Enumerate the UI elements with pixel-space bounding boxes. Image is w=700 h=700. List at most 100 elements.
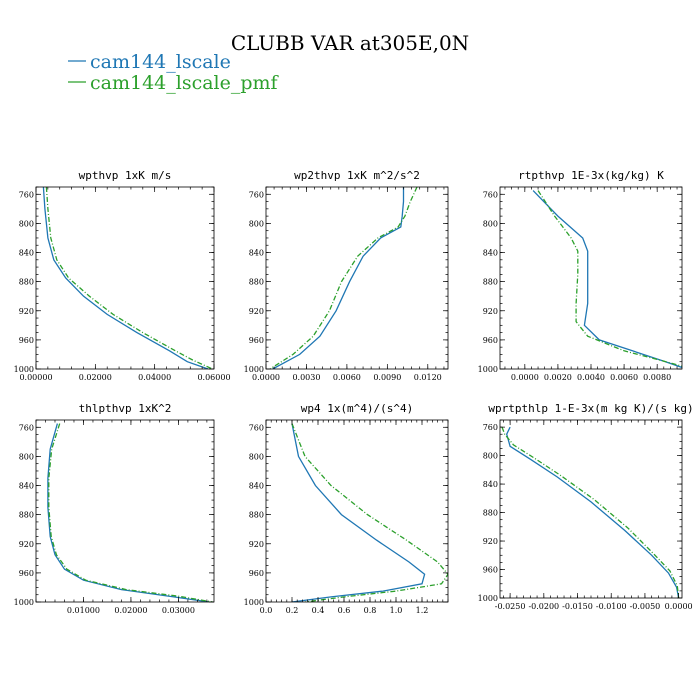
y-tick-label: 800 xyxy=(19,219,34,228)
x-tick-label: 0.6 xyxy=(338,606,351,615)
x-tick-label: 0.0040 xyxy=(577,373,605,382)
y-tick-label: 840 xyxy=(483,249,498,258)
x-tick-label: 0.0000 xyxy=(511,373,539,382)
y-tick-label: 920 xyxy=(249,540,264,549)
x-tick-label: 0.4 xyxy=(312,606,325,615)
x-tick-label: 0.0060 xyxy=(610,373,638,382)
x-tick-label: 0.8 xyxy=(364,606,377,615)
series-line-lscale xyxy=(42,187,209,369)
series-line-lscale xyxy=(291,423,426,602)
x-tick-label: -0.0200 xyxy=(528,602,559,611)
panel-frame xyxy=(35,186,215,370)
series-line-lscale xyxy=(532,190,682,369)
y-tick-label: 880 xyxy=(19,511,34,520)
y-tick-label: 880 xyxy=(249,511,264,520)
panel-6: wprtpthlp 1-E-3x(m kg K)/(s kg) 760 800 840… xyxy=(478,402,694,611)
x-tick-label: 1.2 xyxy=(416,606,429,615)
panel-frame xyxy=(35,419,215,603)
panel-frame xyxy=(265,419,449,603)
panel-1: wpthvp 1xK m/s 760 800 840 880 920 960 10000.00… xyxy=(14,169,231,382)
y-tick-label: 760 xyxy=(19,423,34,432)
y-tick-label: 800 xyxy=(19,452,34,461)
y-tick-label: 920 xyxy=(483,537,498,546)
x-tick-label: 0.0030 xyxy=(292,373,320,382)
panel-title: rtpthvp 1E-3x(kg/kg) K xyxy=(518,169,664,182)
x-tick-label: 0.03000 xyxy=(162,606,195,615)
y-tick-label: 760 xyxy=(483,190,498,199)
x-tick-label: 0.02000 xyxy=(114,606,147,615)
series-line-lscale xyxy=(272,187,405,369)
y-tick-label: 960 xyxy=(19,336,34,345)
series-line-lscale xyxy=(506,426,680,598)
x-tick-label: 0.02000 xyxy=(79,373,112,382)
y-tick-label: 960 xyxy=(483,336,498,345)
x-tick-label: 0.2 xyxy=(286,606,299,615)
y-tick-label: 1000 xyxy=(478,365,498,374)
x-tick-label: 0.0020 xyxy=(544,373,572,382)
y-tick-label: 840 xyxy=(249,482,264,491)
series-line-lscale-pmf xyxy=(45,187,213,369)
y-tick-label: 800 xyxy=(249,219,264,228)
panel-frame xyxy=(265,186,449,370)
y-tick-label: 880 xyxy=(483,278,498,287)
y-tick-label: 960 xyxy=(249,336,264,345)
y-tick-label: 840 xyxy=(483,480,498,489)
x-tick-label: 0.0000 xyxy=(665,602,693,611)
series-line-lscale-pmf xyxy=(501,426,680,598)
x-tick-label: -0.0100 xyxy=(596,602,627,611)
y-tick-label: 920 xyxy=(19,540,34,549)
panel-title: wpthvp 1xK m/s xyxy=(79,169,172,182)
panel-title: wprtpthlp 1-E-3x(m kg K)/(s kg) xyxy=(488,402,693,415)
x-tick-label: -0.0250 xyxy=(495,602,526,611)
panel-4: thlpthvp 1xK^2 760 800 840 880 920 960 1000 0.01… xyxy=(14,402,215,615)
panel-grid: wpthvp 1xK m/s76080084088092096010000.00… xyxy=(14,169,694,615)
series-line-lscale-pmf xyxy=(269,187,418,369)
y-tick-label: 920 xyxy=(19,307,34,316)
legend-label-lscale: cam144_lscale xyxy=(90,51,231,73)
legend-label-lscale-pmf: cam144_lscale_pmf xyxy=(90,72,280,94)
series-line-lscale-pmf xyxy=(48,423,213,602)
y-tick-label: 1000 xyxy=(478,594,498,603)
panel-frame xyxy=(499,186,683,370)
y-tick-label: 800 xyxy=(483,452,498,461)
x-tick-label: -0.0150 xyxy=(562,602,593,611)
x-tick-label: 0.04000 xyxy=(138,373,171,382)
y-tick-label: 1000 xyxy=(244,365,264,374)
y-tick-label: 880 xyxy=(19,278,34,287)
x-tick-label: -0.0050 xyxy=(630,602,661,611)
y-tick-label: 1000 xyxy=(244,598,264,607)
x-tick-label: 0.0000 xyxy=(252,373,280,382)
y-tick-label: 1000 xyxy=(14,365,34,374)
y-tick-label: 760 xyxy=(249,190,264,199)
x-tick-label: 0.0090 xyxy=(373,373,401,382)
y-tick-label: 840 xyxy=(19,249,34,258)
x-tick-label: 0.0060 xyxy=(333,373,361,382)
y-tick-label: 800 xyxy=(249,452,264,461)
panel-2: wp2thvp 1xK m^2/s^2 760 800 840 880 920 960 100… xyxy=(244,169,449,382)
y-tick-label: 1000 xyxy=(14,598,34,607)
series-line-lscale-pmf xyxy=(291,423,448,602)
x-tick-label: 1.0 xyxy=(390,606,403,615)
x-tick-label: 0.0 xyxy=(260,606,273,615)
panel-frame xyxy=(499,419,683,599)
y-tick-label: 960 xyxy=(483,566,498,575)
panel-3: rtpthvp 1E-3x(kg/kg) K 760 800 840 880 920 960… xyxy=(478,169,683,382)
y-tick-label: 800 xyxy=(483,219,498,228)
panel-title: thlpthvp 1xK^2 xyxy=(79,402,172,415)
y-tick-label: 760 xyxy=(483,423,498,432)
y-tick-label: 960 xyxy=(19,569,34,578)
x-tick-label: 0.06000 xyxy=(197,373,230,382)
y-tick-label: 920 xyxy=(483,307,498,316)
series-line-lscale xyxy=(47,423,210,602)
y-tick-label: 880 xyxy=(483,509,498,518)
figure-title: CLUBB VAR at305E,0N xyxy=(231,31,469,55)
x-tick-label: 0.0120 xyxy=(414,373,442,382)
y-tick-label: 960 xyxy=(249,569,264,578)
x-tick-label: 0.01000 xyxy=(67,606,100,615)
x-tick-label: 0.00000 xyxy=(19,373,52,382)
y-tick-label: 840 xyxy=(19,482,34,491)
x-tick-label: 0.0080 xyxy=(643,373,671,382)
y-tick-label: 920 xyxy=(249,307,264,316)
